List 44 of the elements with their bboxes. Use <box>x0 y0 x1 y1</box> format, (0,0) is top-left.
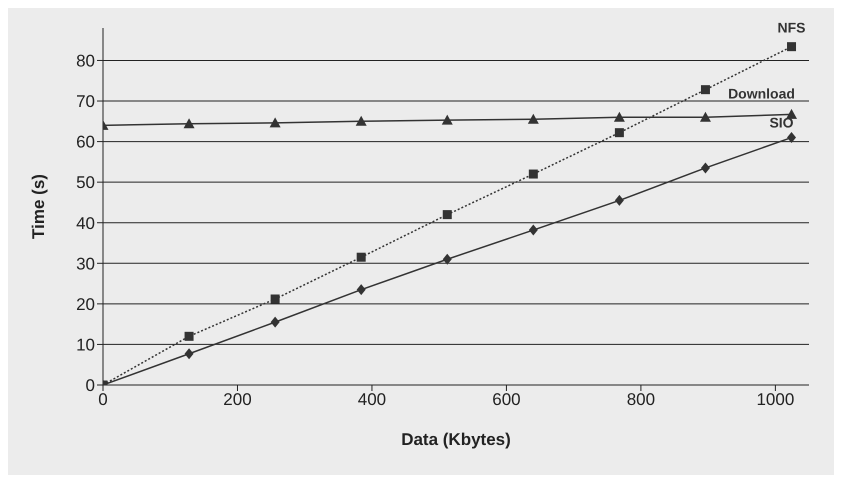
y-tick-label: 80 <box>76 51 95 70</box>
point <box>787 42 796 52</box>
point <box>442 114 453 125</box>
point <box>442 210 452 220</box>
point <box>787 132 796 144</box>
y-tick-label: 50 <box>76 173 95 192</box>
point <box>356 116 367 126</box>
x-tick-label: 600 <box>492 390 521 410</box>
point <box>700 162 710 174</box>
point <box>270 117 281 128</box>
point <box>528 224 538 236</box>
point <box>184 348 194 360</box>
point <box>442 254 452 265</box>
x-tick-label: 200 <box>223 390 252 410</box>
point <box>528 114 539 124</box>
x-tick-label: 400 <box>358 390 386 410</box>
point <box>270 294 280 304</box>
point <box>614 128 624 138</box>
y-tick-label: 30 <box>76 254 95 274</box>
y-tick-label: 10 <box>76 335 95 354</box>
series-label: Download <box>728 85 795 102</box>
point <box>184 332 194 341</box>
point <box>184 118 195 128</box>
point <box>614 112 625 122</box>
point <box>356 284 366 296</box>
x-tick-label: 800 <box>626 390 656 410</box>
y-tick-label: 60 <box>76 132 95 152</box>
x-tick-label: 1000 <box>756 390 794 410</box>
y-tick-label: 20 <box>76 294 95 314</box>
x-tick-label: 0 <box>98 390 108 410</box>
point <box>786 108 798 119</box>
y-tick-label: 0 <box>86 376 95 396</box>
y-tick-label: 70 <box>76 92 95 112</box>
point <box>700 112 711 122</box>
series-label: SIO <box>769 114 794 131</box>
y-tick-label: 40 <box>76 214 95 233</box>
x-axis-title: Data (Kbytes) <box>401 430 511 449</box>
point <box>270 316 280 328</box>
point <box>700 85 710 94</box>
series-label: NFS <box>778 20 806 36</box>
point <box>614 194 624 206</box>
y-axis-title: Time (s) <box>29 174 48 239</box>
point <box>528 170 538 179</box>
point <box>356 252 366 262</box>
